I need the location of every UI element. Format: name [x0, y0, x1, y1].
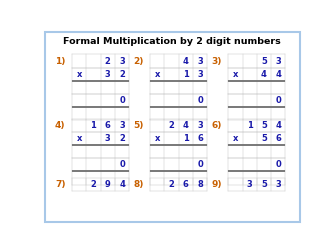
- Text: 3: 3: [197, 57, 203, 66]
- Text: 2: 2: [119, 70, 125, 79]
- Text: 1: 1: [183, 70, 189, 79]
- Text: x: x: [155, 134, 160, 143]
- Text: x: x: [155, 70, 160, 79]
- Text: x: x: [233, 70, 238, 79]
- Text: 1: 1: [247, 121, 253, 130]
- Text: 1: 1: [90, 121, 96, 130]
- Text: 3: 3: [119, 57, 125, 66]
- Text: 6: 6: [105, 121, 111, 130]
- Text: 0: 0: [119, 160, 125, 169]
- Text: 3: 3: [276, 180, 281, 189]
- Text: 1): 1): [55, 57, 66, 66]
- Text: 3: 3: [197, 70, 203, 79]
- Text: Formal Multiplication by 2 digit numbers: Formal Multiplication by 2 digit numbers: [63, 37, 281, 46]
- Text: 3): 3): [211, 57, 222, 66]
- Text: 5: 5: [261, 57, 267, 66]
- Text: 6: 6: [183, 180, 189, 189]
- Text: 9: 9: [105, 180, 111, 189]
- Text: 0: 0: [197, 96, 203, 105]
- Text: 3: 3: [247, 180, 253, 189]
- Text: 6: 6: [276, 134, 281, 143]
- Text: 5: 5: [261, 180, 267, 189]
- Text: 0: 0: [276, 160, 281, 169]
- Text: 3: 3: [119, 121, 125, 130]
- Text: 3: 3: [276, 57, 281, 66]
- Text: 4: 4: [183, 57, 189, 66]
- Text: 8): 8): [133, 180, 143, 189]
- Text: 2: 2: [119, 134, 125, 143]
- Text: 3: 3: [197, 121, 203, 130]
- Text: 3: 3: [105, 70, 111, 79]
- Text: x: x: [233, 134, 238, 143]
- Text: 0: 0: [119, 96, 125, 105]
- Text: 4: 4: [183, 121, 189, 130]
- Text: 4: 4: [276, 121, 281, 130]
- Text: 8: 8: [197, 180, 203, 189]
- Text: 2: 2: [90, 180, 96, 189]
- Text: 5): 5): [133, 121, 143, 130]
- Text: 2: 2: [169, 180, 174, 189]
- Text: 4: 4: [119, 180, 125, 189]
- Text: 4: 4: [261, 70, 267, 79]
- Text: 0: 0: [197, 160, 203, 169]
- Text: 0: 0: [276, 96, 281, 105]
- Text: 2): 2): [133, 57, 143, 66]
- FancyBboxPatch shape: [45, 32, 300, 222]
- Text: 5: 5: [261, 121, 267, 130]
- Text: 6: 6: [197, 134, 203, 143]
- Text: 6): 6): [211, 121, 222, 130]
- Text: 9): 9): [211, 180, 222, 189]
- Text: x: x: [76, 70, 82, 79]
- Text: 4): 4): [55, 121, 66, 130]
- Text: x: x: [76, 134, 82, 143]
- Text: 3: 3: [105, 134, 111, 143]
- Text: 2: 2: [169, 121, 174, 130]
- Text: 4: 4: [276, 70, 281, 79]
- Text: 7): 7): [55, 180, 66, 189]
- Text: 5: 5: [261, 134, 267, 143]
- Text: 1: 1: [183, 134, 189, 143]
- Text: 2: 2: [105, 57, 111, 66]
